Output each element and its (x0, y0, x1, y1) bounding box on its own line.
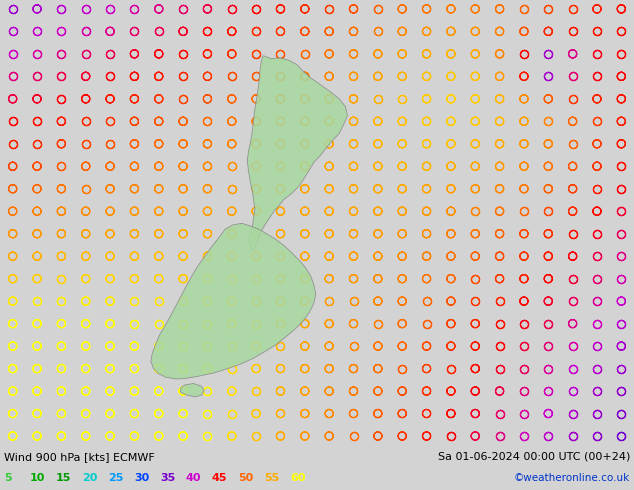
Text: 30: 30 (134, 473, 149, 483)
Polygon shape (151, 223, 316, 379)
Text: ©weatheronline.co.uk: ©weatheronline.co.uk (514, 473, 630, 483)
Text: 5: 5 (4, 473, 11, 483)
Polygon shape (247, 56, 347, 250)
Text: 45: 45 (212, 473, 228, 483)
Text: 40: 40 (186, 473, 202, 483)
Polygon shape (181, 384, 204, 397)
Text: 25: 25 (108, 473, 124, 483)
Text: 35: 35 (160, 473, 175, 483)
Text: Wind 900 hPa [kts] ECMWF: Wind 900 hPa [kts] ECMWF (4, 452, 155, 462)
Text: 60: 60 (290, 473, 306, 483)
Text: 15: 15 (56, 473, 72, 483)
Text: 50: 50 (238, 473, 253, 483)
Text: Sa 01-06-2024 00:00 UTC (00+24): Sa 01-06-2024 00:00 UTC (00+24) (437, 452, 630, 462)
Text: 55: 55 (264, 473, 279, 483)
Text: 20: 20 (82, 473, 98, 483)
Text: 10: 10 (30, 473, 46, 483)
